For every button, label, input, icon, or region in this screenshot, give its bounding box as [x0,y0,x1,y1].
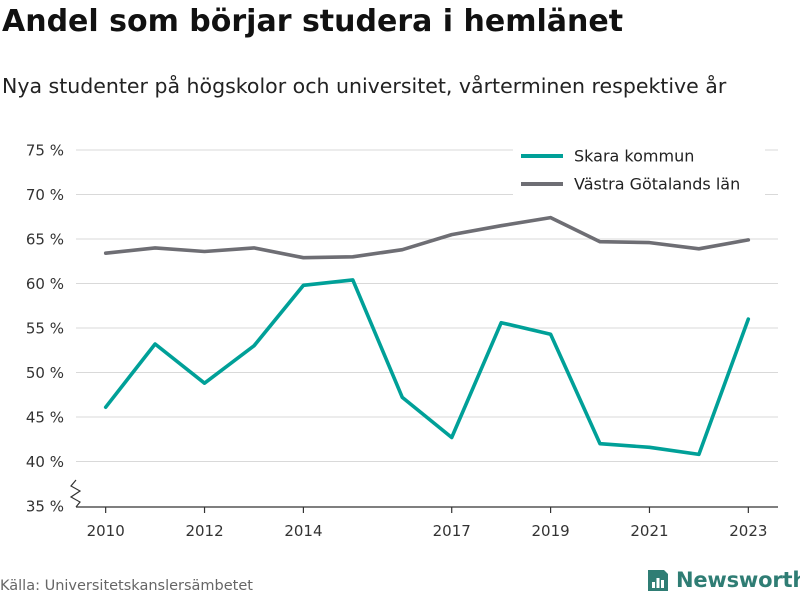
y-tick-label: 50 % [26,364,64,382]
axes: 35 % 40 % 45 % 50 % 55 % 60 % 65 % 70 % 75 % 2010… [26,142,778,540]
x-tick-label: 2012 [185,522,223,540]
x-tick-label: 2021 [630,522,668,540]
series [103,215,751,457]
bar-chart-icon [648,570,668,591]
newsworthy-logo: Newsworthy [644,567,800,593]
y-tick-label: 35 % [26,498,64,516]
axis-break-symbol [69,479,82,508]
legend-label: Skara kommun [574,147,694,166]
logo-text: Newsworthy [676,568,800,592]
series-line-skara-kommun [103,278,751,457]
y-tick-label: 45 % [26,409,64,427]
y-tick-label: 75 % [26,142,64,160]
chart-subtitle: Nya studenter på högskolor och universit… [2,74,727,98]
series-line-vastra-gotalands-lan [103,215,751,260]
y-tick-label: 40 % [26,453,64,471]
x-tick-label: 2010 [87,522,125,540]
x-tick-label: 2019 [531,522,569,540]
gridlines [76,149,778,462]
legend: Skara kommun Västra Götalands län [513,144,765,196]
legend-label: Västra Götalands län [574,175,740,194]
y-tick-label: 60 % [26,275,64,293]
y-tick-label: 55 % [26,320,64,338]
x-tick-label: 2017 [433,522,471,540]
y-tick-label: 65 % [26,231,64,249]
chart-title: Andel som börjar studera i hemlänet [2,4,624,39]
x-tick-label: 2023 [729,522,767,540]
y-tick-label: 70 % [26,186,64,204]
x-tick-label: 2014 [284,522,322,540]
source-note: Källa: Universitetskanslersämbetet [0,578,253,594]
